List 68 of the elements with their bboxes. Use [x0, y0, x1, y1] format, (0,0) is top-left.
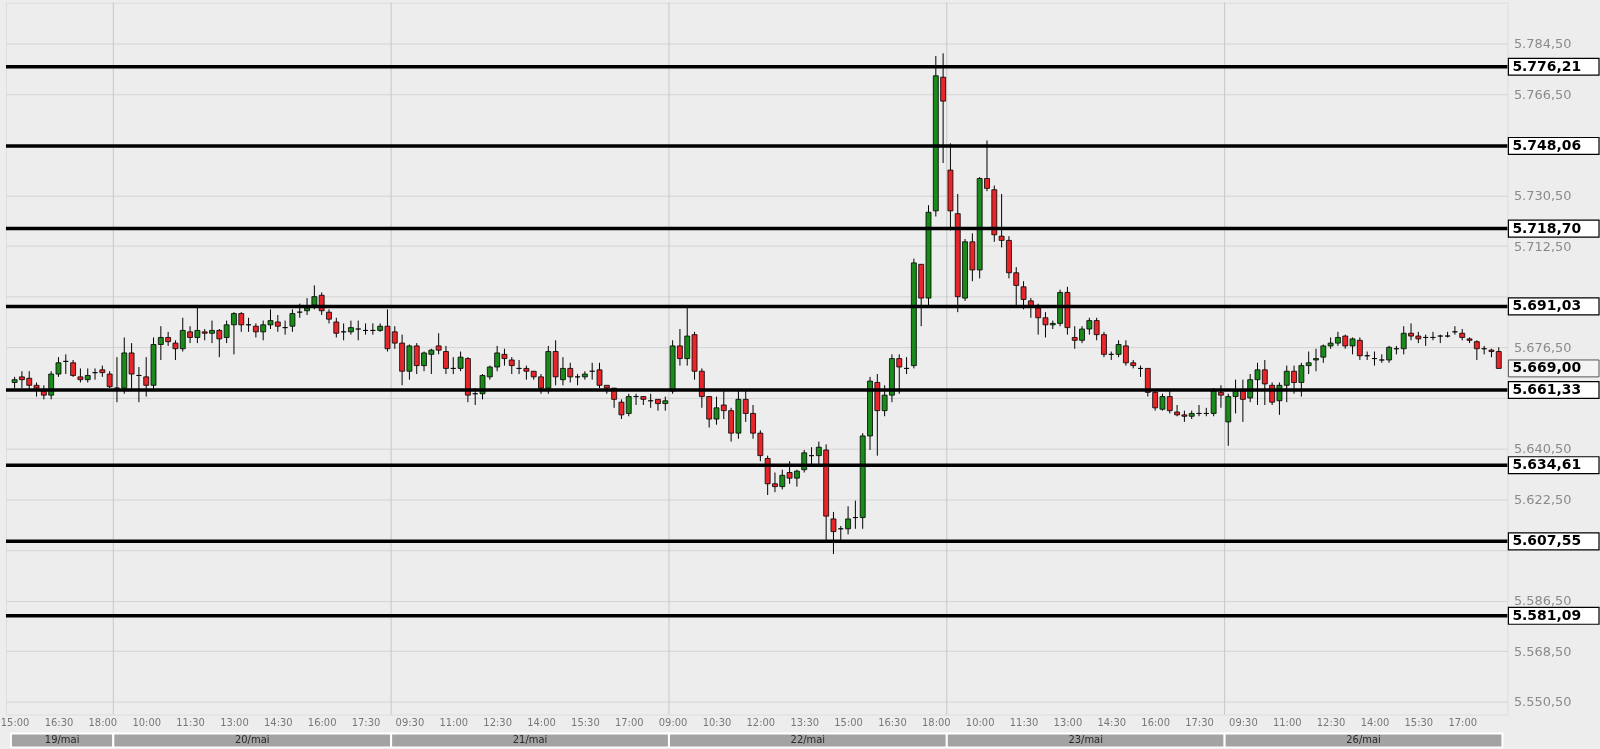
y-tick-label: 5.712,50: [1513, 238, 1572, 254]
x-tick-label: 13:00: [220, 716, 249, 728]
candlestick: [435, 332, 442, 355]
candlestick: [581, 370, 588, 381]
x-tick-label: 15:30: [571, 716, 600, 728]
ref-line-label: 5.718,70: [1512, 219, 1582, 236]
x-tick-label: 14:30: [263, 716, 293, 728]
text: 26/mai: [1346, 734, 1381, 746]
y-tick-label: 5.766,50: [1513, 86, 1572, 102]
x-tick-label: 10:00: [132, 716, 162, 728]
candlestick: [845, 505, 851, 535]
y-tick-label: 5.730,50: [1513, 187, 1572, 203]
x-tick-label: 17:00: [1448, 716, 1478, 728]
x-tick-label: 12:30: [1316, 716, 1346, 728]
candlestick: [443, 345, 449, 375]
candlestick: [1473, 339, 1480, 361]
x-tick-label: 16:30: [878, 716, 907, 728]
y-tick-label: 5.676,50: [1513, 339, 1572, 355]
y-tick-label: 5.640,50: [1513, 441, 1572, 457]
y-tick-label: 5.568,50: [1513, 643, 1572, 659]
x-tick-label: 14:00: [527, 716, 556, 728]
x-tick-label: 18:00: [921, 716, 951, 728]
x-tick-label: 15:30: [1404, 716, 1434, 728]
x-tick-label: 09:30: [1229, 716, 1258, 728]
candlestick: [333, 317, 340, 338]
y-tick-label: 5.622,50: [1513, 491, 1572, 507]
candlestick: [1313, 348, 1319, 372]
x-tick-label: 15:00: [834, 716, 863, 728]
x-tick-label: 13:00: [1053, 716, 1083, 728]
x-tick-label: 13:30: [790, 716, 820, 728]
text: 23/mai: [1068, 734, 1103, 746]
ref-line-label: 5.634,61: [1512, 456, 1582, 473]
x-tick-label: 09:30: [395, 716, 425, 728]
ref-line-label: 5.748,06: [1512, 136, 1582, 153]
text: 22/mai: [790, 734, 826, 746]
ref-line-label: 5.581,09: [1512, 606, 1582, 623]
candlestick: [348, 320, 354, 336]
x-tick-label: 16:30: [44, 716, 74, 728]
x-tick-label: 14:30: [1097, 716, 1127, 728]
x-tick-label: 10:00: [965, 716, 995, 728]
x-tick-label: 16:00: [307, 716, 337, 728]
text: 19/mai: [44, 734, 80, 746]
text: 20/mai: [234, 734, 270, 746]
x-tick-label: 11:00: [1272, 716, 1302, 728]
x-tick-label: 11:30: [1009, 716, 1039, 728]
x-tick-label: 14:00: [1360, 716, 1390, 728]
ref-line-label: 5.691,03: [1512, 297, 1582, 314]
ref-line-label: 5.607,55: [1512, 532, 1582, 549]
text: 5.669,00: [1512, 359, 1582, 376]
y-tick-label: 5.586,50: [1513, 593, 1572, 609]
x-tick-label: 10:30: [702, 716, 732, 728]
y-tick-label: 5.784,50: [1513, 35, 1572, 51]
x-tick-label: 12:30: [483, 716, 512, 728]
x-tick-label: 17:30: [1185, 716, 1214, 728]
x-tick-label: 15:00: [0, 716, 30, 728]
text: 21/mai: [512, 734, 548, 746]
x-tick-label: 17:30: [351, 716, 381, 728]
x-tick-label: 17:00: [614, 716, 644, 728]
x-tick-label: 12:00: [746, 716, 776, 728]
x-tick-label: 16:00: [1141, 716, 1170, 728]
x-tick-label: 11:30: [176, 716, 205, 728]
ref-line-label: 5.661,33: [1512, 380, 1582, 397]
x-tick-label: 09:00: [658, 716, 688, 728]
y-tick-label: 5.550,50: [1513, 694, 1572, 710]
candlestick: [355, 320, 362, 341]
ref-line-label: 5.776,21: [1512, 57, 1582, 74]
x-tick-label: 11:00: [439, 716, 469, 728]
x-tick-label: 18:00: [88, 716, 118, 728]
